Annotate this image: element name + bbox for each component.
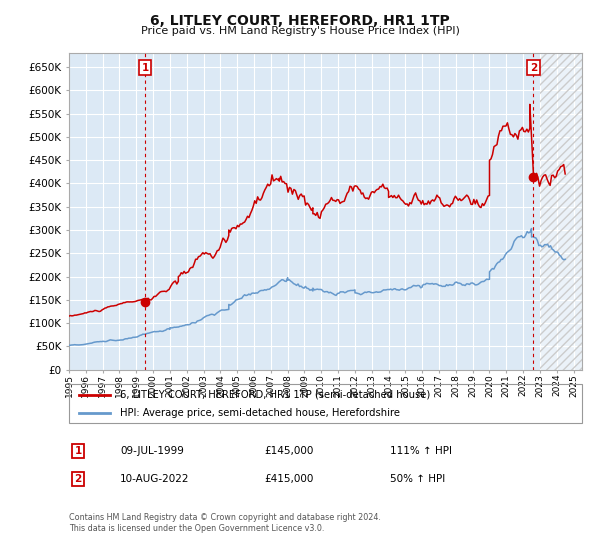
Text: 50% ↑ HPI: 50% ↑ HPI xyxy=(390,474,445,484)
Text: 6, LITLEY COURT, HEREFORD, HR1 1TP (semi-detached house): 6, LITLEY COURT, HEREFORD, HR1 1TP (semi… xyxy=(121,390,431,400)
Text: 111% ↑ HPI: 111% ↑ HPI xyxy=(390,446,452,456)
Text: Price paid vs. HM Land Registry's House Price Index (HPI): Price paid vs. HM Land Registry's House … xyxy=(140,26,460,36)
Text: Contains HM Land Registry data © Crown copyright and database right 2024.: Contains HM Land Registry data © Crown c… xyxy=(69,513,381,522)
Text: 10-AUG-2022: 10-AUG-2022 xyxy=(120,474,190,484)
Text: 6, LITLEY COURT, HEREFORD, HR1 1TP: 6, LITLEY COURT, HEREFORD, HR1 1TP xyxy=(150,14,450,28)
Text: This data is licensed under the Open Government Licence v3.0.: This data is licensed under the Open Gov… xyxy=(69,524,325,533)
Text: £415,000: £415,000 xyxy=(264,474,313,484)
Text: 1: 1 xyxy=(142,63,149,73)
Text: 2: 2 xyxy=(530,63,537,73)
Text: 09-JUL-1999: 09-JUL-1999 xyxy=(120,446,184,456)
Text: 2: 2 xyxy=(74,474,82,484)
Text: HPI: Average price, semi-detached house, Herefordshire: HPI: Average price, semi-detached house,… xyxy=(121,408,400,418)
Text: 1: 1 xyxy=(74,446,82,456)
Text: £145,000: £145,000 xyxy=(264,446,313,456)
